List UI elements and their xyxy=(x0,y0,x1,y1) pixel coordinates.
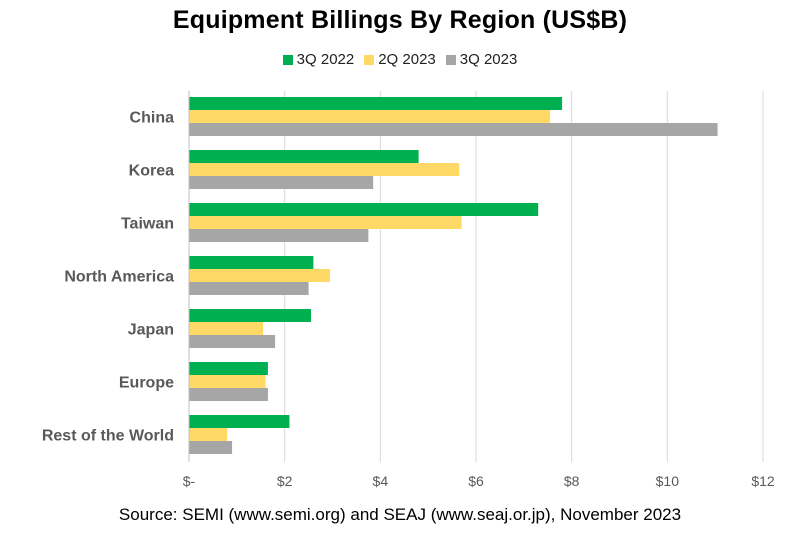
chart-legend: 3Q 2022 2Q 2023 3Q 2023 xyxy=(0,51,800,68)
bar-chart-plot: China Korea Taiwan North America Japan Europe… xyxy=(42,91,775,489)
bar-north-america-2q-2023 xyxy=(189,269,331,282)
legend-item-3q-2022: 3Q 2022 xyxy=(282,51,355,68)
x-tick-label-3: $6 xyxy=(468,473,484,489)
bar-north-america-3q-2022 xyxy=(189,256,314,269)
x-tick-label-1: $2 xyxy=(277,473,293,489)
legend-item-3q-2023: 3Q 2023 xyxy=(445,51,518,68)
bar-korea-3q-2022 xyxy=(189,150,419,163)
bar-korea-2q-2023 xyxy=(189,163,460,176)
bar-taiwan-3q-2023 xyxy=(189,229,369,242)
category-label-korea: Korea xyxy=(129,163,174,180)
x-tick-label-2: $4 xyxy=(373,473,389,489)
bar-europe-3q-2022 xyxy=(189,362,268,375)
bar-china-3q-2023 xyxy=(189,123,718,136)
bar-taiwan-2q-2023 xyxy=(189,216,462,229)
x-tick-label-0: $- xyxy=(183,473,196,489)
bar-china-2q-2023 xyxy=(189,110,551,123)
bar-japan-3q-2023 xyxy=(189,335,276,348)
bar-japan-3q-2022 xyxy=(189,309,311,322)
x-tick-label-5: $10 xyxy=(656,473,680,489)
category-label-north-america: North America xyxy=(64,269,174,286)
bar-japan-2q-2023 xyxy=(189,322,264,335)
legend-label-3q-2022: 3Q 2022 xyxy=(296,51,355,68)
bar-rest-of-the-world-2q-2023 xyxy=(189,428,228,441)
bar-china-3q-2022 xyxy=(189,97,563,110)
category-label-japan: Japan xyxy=(128,322,174,339)
x-tick-label-6: $12 xyxy=(751,473,775,489)
x-tick-label-4: $8 xyxy=(564,473,580,489)
category-label-china: China xyxy=(130,110,175,127)
legend-label-2q-2023: 2Q 2023 xyxy=(378,51,436,68)
legend-swatch-3q-2022 xyxy=(282,54,293,65)
legend-swatch-3q-2023 xyxy=(445,54,456,65)
bar-europe-3q-2023 xyxy=(189,388,268,401)
chart-title: Equipment Billings By Region (US$B) xyxy=(172,6,628,34)
category-label-rest-of-the-world: Rest of the World xyxy=(42,428,174,445)
bar-europe-2q-2023 xyxy=(189,375,266,388)
bar-rest-of-the-world-3q-2023 xyxy=(189,441,233,454)
source-note: Source: SEMI (www.semi.org) and SEAJ (ww… xyxy=(118,505,682,524)
bar-taiwan-3q-2022 xyxy=(189,203,539,216)
bar-korea-3q-2023 xyxy=(189,176,374,189)
bar-rest-of-the-world-3q-2022 xyxy=(189,415,290,428)
legend-label-3q-2023: 3Q 2023 xyxy=(459,51,518,68)
category-label-europe: Europe xyxy=(119,375,174,392)
bar-north-america-3q-2023 xyxy=(189,282,309,295)
category-label-taiwan: Taiwan xyxy=(121,216,174,233)
legend-swatch-2q-2023 xyxy=(364,54,375,65)
legend-item-2q-2023: 2Q 2023 xyxy=(364,51,436,68)
